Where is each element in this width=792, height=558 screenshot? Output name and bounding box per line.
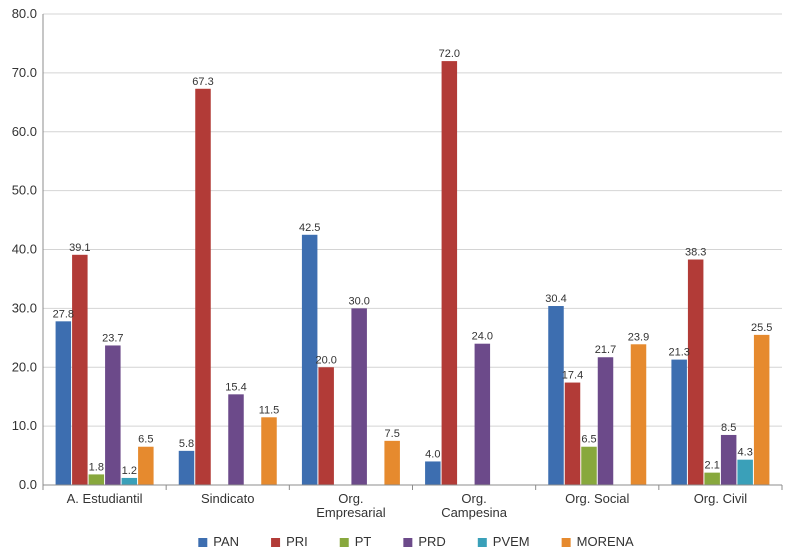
legend-swatch-pan	[198, 538, 208, 547]
legend: PAN PRI PT PRD PVEM MORENA	[198, 534, 634, 549]
bar-pri-0	[72, 254, 88, 485]
data-label: 42.5	[299, 222, 320, 234]
data-label: 67.3	[192, 76, 213, 88]
data-label: 30.0	[348, 295, 369, 307]
bar-pan-0	[55, 321, 72, 485]
bar-prd-5	[720, 434, 737, 485]
data-label: 11.5	[259, 404, 280, 416]
gridlines	[43, 13, 782, 486]
data-label: 1.2	[122, 465, 137, 477]
bar-pt-5	[704, 472, 720, 485]
bar-pri-4	[564, 382, 581, 485]
bar-pri-1	[195, 88, 211, 486]
legend-swatch-pt	[339, 538, 349, 547]
bar-pan-4	[548, 306, 564, 485]
legend-swatch-prd	[403, 538, 413, 547]
data-label: 23.9	[628, 331, 649, 343]
data-label: 39.1	[69, 242, 90, 254]
data-label: 21.7	[595, 344, 616, 356]
legend-swatch-morena	[561, 538, 571, 547]
data-label: 21.3	[668, 347, 689, 359]
data-label: 6.5	[581, 434, 596, 446]
legend-label-prd: PRD	[418, 534, 445, 549]
data-label: 5.8	[179, 438, 194, 450]
legend-label-morena: MORENA	[577, 534, 634, 549]
bar-prd-3	[474, 343, 491, 485]
data-label: 38.3	[685, 247, 706, 259]
bar-prd-2	[351, 308, 367, 485]
data-label: 4.3	[738, 447, 753, 459]
y-tick-label: 30.0	[12, 300, 37, 315]
y-tick-label: 10.0	[12, 418, 37, 433]
legend-label-pan: PAN	[213, 534, 239, 549]
bar-pri-5	[687, 259, 704, 485]
data-label: 7.5	[385, 428, 400, 440]
data-label: 23.7	[102, 332, 123, 344]
data-label: 20.0	[315, 354, 336, 366]
x-tick-label: Org. Social	[565, 491, 629, 506]
bar-pan-5	[671, 359, 687, 485]
legend-swatch-pvem	[477, 538, 487, 547]
x-tick-label: Org. Civil	[694, 491, 748, 506]
data-label: 1.8	[89, 461, 104, 473]
data-label: 6.5	[138, 434, 153, 446]
y-tick-label: 70.0	[12, 65, 37, 80]
legend-label-pri: PRI	[286, 534, 308, 549]
data-label: 15.4	[225, 381, 246, 393]
bar-pri-2	[318, 367, 334, 485]
data-label: 24.0	[472, 331, 493, 343]
y-tick-label: 80.0	[12, 6, 37, 21]
data-label: 2.1	[705, 460, 720, 472]
bar-pvem-0	[121, 477, 138, 485]
legend-swatch-pri	[271, 538, 281, 547]
bar-morena-4	[630, 344, 647, 485]
bar-pt-4	[581, 446, 597, 485]
data-label: 72.0	[439, 48, 460, 60]
bar-morena-2	[384, 440, 400, 485]
data-label: 17.4	[562, 370, 583, 382]
x-axis: A. Estudiantil Sindicato Org.EmpresarialOr…	[42, 484, 783, 520]
y-axis: 0.0 10.0 20.0 30.0 40.0 50.0 60.0 70.0 80.0	[12, 6, 44, 492]
data-label: 4.0	[425, 448, 440, 460]
data-label: 8.5	[721, 422, 736, 434]
data-label: 27.8	[53, 308, 74, 320]
bar-pri-3	[441, 61, 458, 485]
y-tick-label: 40.0	[12, 242, 37, 257]
x-tick-label: A. Estudiantil	[67, 491, 143, 506]
bar-prd-1	[228, 394, 244, 485]
bar-morena-1	[261, 417, 277, 485]
bar-pan-2	[301, 234, 318, 485]
bars	[55, 61, 770, 486]
x-tick-label: Org.	[338, 491, 363, 506]
legend-label-pvem: PVEM	[493, 534, 530, 549]
bar-pan-1	[178, 450, 195, 485]
bar-pt-0	[88, 474, 105, 485]
bar-prd-4	[597, 357, 614, 485]
bar-prd-0	[105, 345, 121, 485]
y-tick-label: 0.0	[19, 477, 37, 492]
y-tick-label: 20.0	[12, 359, 37, 374]
x-tick-label: Empresarial	[316, 505, 385, 520]
x-tick-label: Org.	[461, 491, 486, 506]
data-label: 30.4	[545, 293, 566, 305]
y-tick-label: 50.0	[12, 183, 37, 198]
data-label: 25.5	[751, 322, 772, 334]
x-tick-label: Sindicato	[201, 491, 254, 506]
y-tick-label: 60.0	[12, 124, 37, 139]
bar-morena-0	[138, 446, 154, 485]
data-labels: 27.8 39.1 1.8 23.7 1.2 6.5 5.8 67.3 15.4 11.5 42.5…	[53, 48, 773, 477]
bar-pvem-5	[737, 459, 753, 485]
x-tick-label: Campesina	[441, 505, 508, 520]
bar-morena-5	[753, 334, 770, 485]
bar-pan-3	[425, 461, 441, 485]
legend-label-pt: PT	[355, 534, 372, 549]
